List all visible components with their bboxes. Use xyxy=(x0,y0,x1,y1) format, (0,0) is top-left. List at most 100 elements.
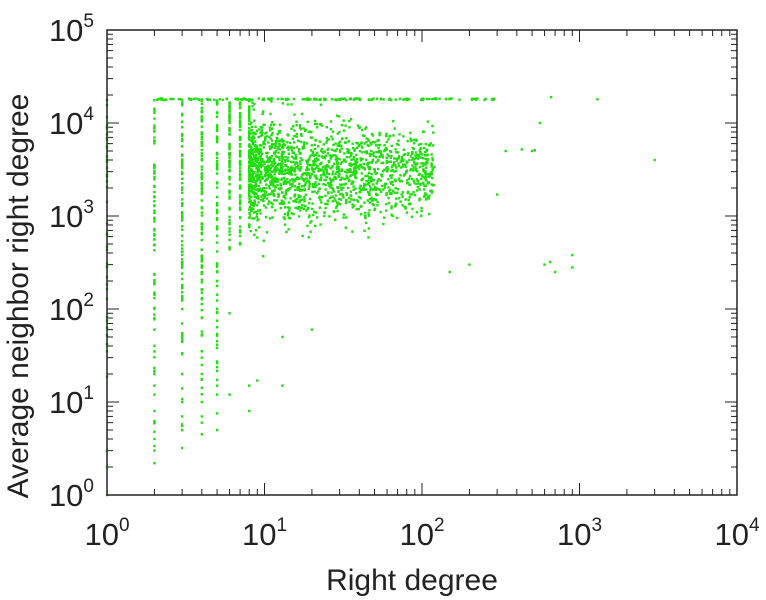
data-point xyxy=(336,162,339,165)
data-point xyxy=(250,189,253,193)
data-point xyxy=(426,195,429,199)
data-point xyxy=(418,197,422,200)
data-point xyxy=(385,169,389,173)
data-point xyxy=(308,197,312,201)
data-point xyxy=(153,227,156,231)
data-point xyxy=(359,163,362,167)
data-point xyxy=(424,157,427,161)
data-point xyxy=(153,328,156,331)
data-point xyxy=(342,186,345,190)
data-point xyxy=(504,149,507,153)
data-point xyxy=(385,161,389,165)
data-point xyxy=(396,191,399,195)
data-point xyxy=(153,111,156,114)
data-point xyxy=(271,121,274,124)
data-point xyxy=(200,168,204,171)
data-point xyxy=(246,98,249,102)
data-point xyxy=(228,165,231,168)
data-point xyxy=(432,97,435,101)
data-point xyxy=(352,162,356,166)
data-point xyxy=(438,97,441,100)
data-point xyxy=(325,170,329,173)
data-point xyxy=(256,177,259,181)
data-point xyxy=(313,143,317,147)
data-point xyxy=(373,207,377,210)
data-point xyxy=(375,182,378,185)
data-point xyxy=(401,163,405,166)
data-point xyxy=(276,177,279,181)
data-point xyxy=(153,229,156,232)
data-point xyxy=(399,160,402,163)
data-point xyxy=(402,135,405,138)
data-point xyxy=(285,171,289,175)
data-point xyxy=(215,412,219,415)
data-point xyxy=(215,319,219,322)
data-point xyxy=(424,172,427,175)
data-point xyxy=(255,159,258,162)
data-point xyxy=(319,174,323,177)
data-point xyxy=(364,214,367,218)
data-point xyxy=(343,141,347,144)
data-point xyxy=(470,97,474,101)
data-point xyxy=(153,129,156,133)
data-point xyxy=(307,215,311,219)
data-point xyxy=(415,162,418,165)
data-point xyxy=(343,183,346,186)
data-point xyxy=(385,159,389,163)
data-point xyxy=(297,177,301,181)
data-point xyxy=(153,293,156,296)
data-point xyxy=(553,270,557,274)
data-point xyxy=(238,123,242,127)
data-point xyxy=(200,308,204,312)
data-point xyxy=(380,190,383,194)
data-point xyxy=(251,132,254,135)
data-point xyxy=(349,164,353,168)
data-point xyxy=(413,161,416,164)
data-point xyxy=(180,423,184,426)
data-point xyxy=(308,176,312,180)
data-point xyxy=(200,238,204,242)
data-point xyxy=(293,129,296,132)
data-point xyxy=(269,192,273,195)
data-point xyxy=(274,167,277,170)
data-point xyxy=(385,192,388,195)
data-point xyxy=(200,206,204,209)
data-point xyxy=(338,158,341,161)
data-point xyxy=(179,98,182,101)
data-point xyxy=(363,211,367,215)
data-point xyxy=(260,133,264,137)
data-point xyxy=(347,149,351,152)
data-point xyxy=(301,98,304,101)
data-point xyxy=(228,175,231,179)
data-point xyxy=(263,193,266,196)
data-point xyxy=(280,201,283,205)
data-point xyxy=(323,211,326,214)
data-point xyxy=(295,146,299,149)
data-point xyxy=(238,200,242,204)
data-point xyxy=(421,164,425,168)
data-point xyxy=(299,151,302,155)
data-point xyxy=(228,195,231,198)
data-point xyxy=(596,98,599,101)
data-point xyxy=(286,206,290,209)
data-point xyxy=(397,197,401,200)
data-point xyxy=(282,216,286,219)
data-point xyxy=(334,177,338,180)
data-point xyxy=(228,312,231,315)
data-point xyxy=(404,165,408,169)
data-point xyxy=(255,196,259,199)
data-point xyxy=(282,139,286,143)
data-point xyxy=(200,184,204,187)
data-point xyxy=(238,114,242,117)
data-point xyxy=(291,182,294,186)
data-point xyxy=(264,166,267,170)
data-point xyxy=(268,135,271,139)
data-point xyxy=(367,214,371,217)
data-point xyxy=(252,163,255,167)
data-point xyxy=(390,176,393,180)
data-point xyxy=(261,126,264,129)
data-point xyxy=(356,124,360,127)
data-point xyxy=(200,302,204,306)
data-point xyxy=(270,145,273,149)
data-point xyxy=(409,169,412,172)
